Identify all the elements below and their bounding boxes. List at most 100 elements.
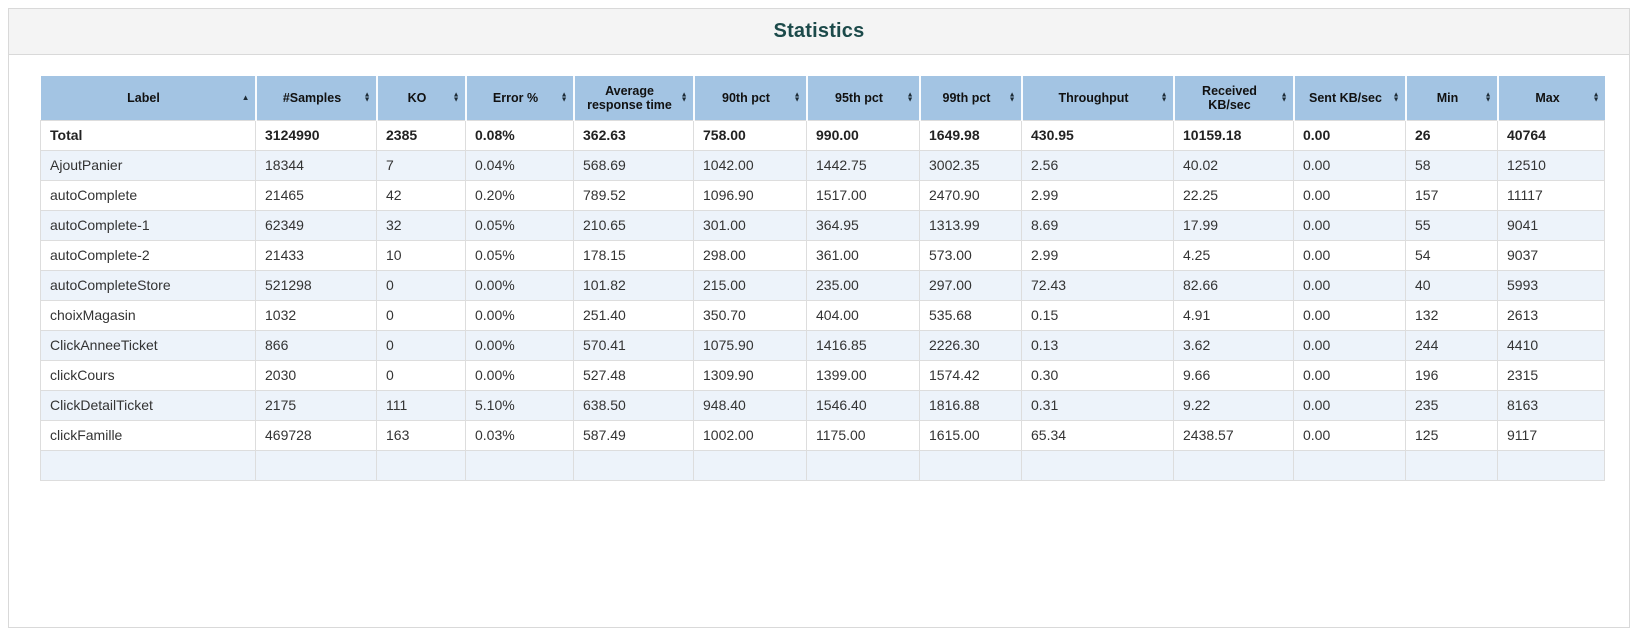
value-cell: 2470.90 — [919, 179, 1022, 211]
value-cell — [1405, 449, 1498, 481]
column-header-95th-pct[interactable]: 95th pct ▲ ▼ — [806, 76, 921, 120]
value-cell: 54 — [1405, 239, 1498, 271]
value-cell — [465, 449, 574, 481]
value-cell: 0.05% — [465, 209, 574, 241]
value-cell: 1399.00 — [806, 359, 920, 391]
column-header-label: Max — [1535, 90, 1560, 105]
column-header-received-kb-sec[interactable]: Received KB/sec ▲ ▼ — [1173, 76, 1295, 120]
value-cell: 196 — [1405, 359, 1498, 391]
column-header-max[interactable]: Max ▲ ▼ — [1497, 76, 1605, 120]
value-cell: 469728 — [255, 419, 377, 451]
value-cell: 10159.18 — [1173, 119, 1294, 151]
value-cell: 2613 — [1497, 299, 1605, 331]
column-header-label: Min — [1436, 90, 1459, 105]
value-cell: 1416.85 — [806, 329, 920, 361]
table-row: clickCours 2030 0 0.00% 527.48 1309.90 1399.00… — [40, 359, 1605, 391]
value-cell: 404.00 — [806, 299, 920, 331]
column-header-error-pct[interactable]: Error % ▲ ▼ — [465, 76, 575, 120]
label-cell: autoComplete-1 — [40, 209, 256, 241]
sort-both-icon: ▲ ▼ — [906, 91, 914, 104]
column-header-label: Error % — [492, 90, 539, 105]
value-cell: 362.63 — [573, 119, 694, 151]
sort-ascending-icon: ▲ — [241, 92, 250, 102]
value-cell: 535.68 — [919, 299, 1022, 331]
column-header-average-response-time[interactable]: Average response time ▲ ▼ — [573, 76, 695, 120]
value-cell: 1517.00 — [806, 179, 920, 211]
value-cell: 1075.90 — [693, 329, 807, 361]
value-cell: 40764 — [1497, 119, 1605, 151]
column-header-label: 95th pct — [835, 90, 883, 105]
table-row: ClickAnneeTicket 866 0 0.00% 570.41 1075.90 14… — [40, 329, 1605, 361]
value-cell: 4.91 — [1173, 299, 1294, 331]
panel-body: Label ▲ #Samples ▲ ▼ KO ▲ ▼ Error % ▲ ▼ Average res… — [9, 55, 1629, 481]
value-cell: 866 — [255, 329, 377, 361]
value-cell: 1816.88 — [919, 389, 1022, 421]
value-cell: 3002.35 — [919, 149, 1022, 181]
value-cell: 0.15 — [1021, 299, 1174, 331]
value-cell — [693, 449, 807, 481]
value-cell: 0.00% — [465, 299, 574, 331]
value-cell: 111 — [376, 389, 466, 421]
column-header-99th-pct[interactable]: 99th pct ▲ ▼ — [919, 76, 1023, 120]
value-cell: 0.00 — [1293, 119, 1406, 151]
value-cell: 0.00% — [465, 269, 574, 301]
table-row: clickFamille 469728 163 0.03% 587.49 1002.00 1… — [40, 419, 1605, 451]
value-cell: 350.70 — [693, 299, 807, 331]
value-cell: 0.00 — [1293, 239, 1406, 271]
value-cell — [376, 449, 466, 481]
label-cell: autoComplete — [40, 179, 256, 211]
table-row: AjoutPanier 18344 7 0.04% 568.69 1042.00 1442.… — [40, 149, 1605, 181]
sort-both-icon: ▲ ▼ — [560, 91, 568, 104]
table-row: choixMagasin 1032 0 0.00% 251.40 350.70 404.00… — [40, 299, 1605, 331]
value-cell: 587.49 — [573, 419, 694, 451]
value-cell: 251.40 — [573, 299, 694, 331]
total-row: Total 3124990 2385 0.08% 362.63 758.00 990.00 1… — [40, 119, 1605, 151]
value-cell: 215.00 — [693, 269, 807, 301]
value-cell: 2.99 — [1021, 179, 1174, 211]
value-cell: 55 — [1405, 209, 1498, 241]
column-header-90th-pct[interactable]: 90th pct ▲ ▼ — [693, 76, 808, 120]
value-cell — [806, 449, 920, 481]
value-cell: 0.00 — [1293, 419, 1406, 451]
value-cell: 0.00 — [1293, 389, 1406, 421]
column-header-label[interactable]: Label ▲ — [40, 76, 257, 120]
column-header-samples[interactable]: #Samples ▲ ▼ — [255, 76, 378, 120]
value-cell: 1032 — [255, 299, 377, 331]
column-header-throughput[interactable]: Throughput ▲ ▼ — [1021, 76, 1175, 120]
value-cell: 0 — [376, 329, 466, 361]
column-header-label: Average response time — [587, 83, 672, 112]
value-cell: 2030 — [255, 359, 377, 391]
value-cell: 0.08% — [465, 119, 574, 151]
value-cell: 157 — [1405, 179, 1498, 211]
value-cell: 361.00 — [806, 239, 920, 271]
value-cell: 72.43 — [1021, 269, 1174, 301]
value-cell: 40.02 — [1173, 149, 1294, 181]
value-cell: 3124990 — [255, 119, 377, 151]
value-cell: 9.22 — [1173, 389, 1294, 421]
value-cell: 32 — [376, 209, 466, 241]
value-cell — [573, 449, 694, 481]
value-cell: 430.95 — [1021, 119, 1174, 151]
panel-heading: Statistics — [9, 9, 1629, 55]
value-cell: 235.00 — [806, 269, 920, 301]
table-row: autoComplete-1 62349 32 0.05% 210.65 301.00 36… — [40, 209, 1605, 241]
value-cell: 21465 — [255, 179, 377, 211]
value-cell: 0.00 — [1293, 359, 1406, 391]
value-cell: 40 — [1405, 269, 1498, 301]
column-header-label: Label — [127, 90, 160, 105]
value-cell: 990.00 — [806, 119, 920, 151]
column-header-label: KO — [407, 90, 427, 105]
value-cell: 65.34 — [1021, 419, 1174, 451]
value-cell: 2438.57 — [1173, 419, 1294, 451]
value-cell: 58 — [1405, 149, 1498, 181]
value-cell: 948.40 — [693, 389, 807, 421]
column-header-sent-kb-sec[interactable]: Sent KB/sec ▲ ▼ — [1293, 76, 1407, 120]
table-row: autoComplete 21465 42 0.20% 789.52 1096.90 151… — [40, 179, 1605, 211]
sort-both-icon: ▲ ▼ — [793, 91, 801, 104]
value-cell: 0.00 — [1293, 179, 1406, 211]
column-header-min[interactable]: Min ▲ ▼ — [1405, 76, 1499, 120]
label-cell: choixMagasin — [40, 299, 256, 331]
column-header-ko[interactable]: KO ▲ ▼ — [376, 76, 467, 120]
value-cell: 125 — [1405, 419, 1498, 451]
value-cell: 4.25 — [1173, 239, 1294, 271]
